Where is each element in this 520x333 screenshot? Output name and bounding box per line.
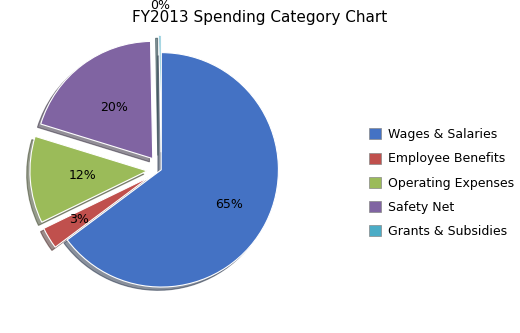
Wedge shape: [44, 177, 149, 247]
Text: 3%: 3%: [69, 213, 89, 226]
Wedge shape: [30, 137, 147, 222]
Text: FY2013 Spending Category Chart: FY2013 Spending Category Chart: [133, 10, 387, 25]
Text: 0%: 0%: [150, 0, 170, 12]
Wedge shape: [159, 35, 161, 152]
Wedge shape: [67, 53, 278, 287]
Legend: Wages & Salaries, Employee Benefits, Operating Expenses, Safety Net, Grants & Su: Wages & Salaries, Employee Benefits, Ope…: [369, 128, 514, 238]
Text: 12%: 12%: [69, 169, 97, 182]
Text: 65%: 65%: [215, 197, 243, 210]
Wedge shape: [41, 41, 153, 159]
Text: 20%: 20%: [100, 101, 128, 114]
